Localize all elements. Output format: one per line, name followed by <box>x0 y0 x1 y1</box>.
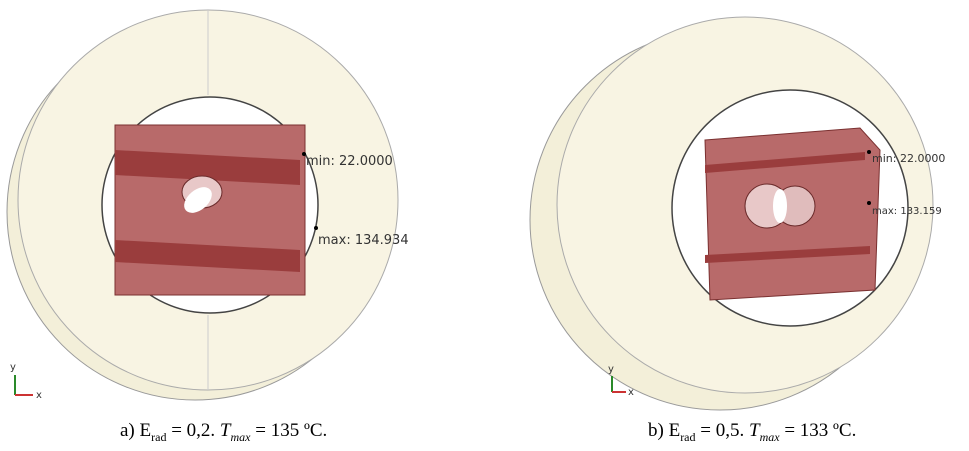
caption-sub: rad <box>680 430 695 444</box>
render-a: min: 22.0000 max: 134.934 y x <box>7 10 409 401</box>
caption-symbol: T <box>220 420 231 441</box>
caption-sub: max <box>760 430 780 444</box>
figure: min: 22.0000 max: 134.934 y x min: 22.00… <box>0 0 969 451</box>
caption-text: = 135 ºC. <box>251 420 328 441</box>
caption-text: a) E <box>120 420 151 441</box>
axis-y: y <box>608 364 614 375</box>
axis-x: x <box>628 387 634 398</box>
render-b: min: 22.0000 max: 133.159 y x <box>530 17 945 410</box>
axis-x: x <box>36 390 42 401</box>
caption-text: = 0,5. <box>696 420 749 441</box>
min-label: min: 22.0000 <box>306 154 393 169</box>
caption-text: = 133 ºC. <box>780 420 857 441</box>
min-label: min: 22.0000 <box>872 152 945 165</box>
max-label: max: 134.934 <box>318 233 409 248</box>
caption-sub: rad <box>151 430 166 444</box>
axis-y: y <box>10 362 16 373</box>
caption: a) Erad = 0,2. Tmax = 135 ºC. <box>120 420 327 445</box>
caption-text: = 0,2. <box>166 420 219 441</box>
caption-sub: max <box>231 430 251 444</box>
caption: b) Erad = 0,5. Tmax = 133 ºC. <box>648 420 856 445</box>
caption-symbol: T <box>749 420 760 441</box>
max-label: max: 133.159 <box>872 206 942 217</box>
renders: min: 22.0000 max: 134.934 y x min: 22.00… <box>0 0 969 420</box>
caption-text: b) E <box>648 420 680 441</box>
